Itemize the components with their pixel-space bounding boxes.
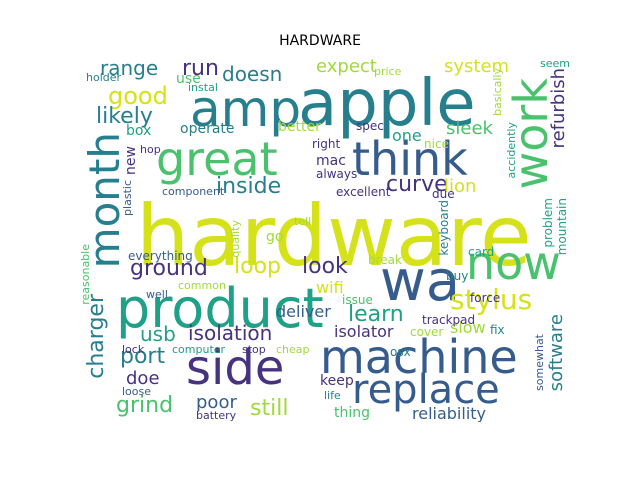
- word-basically: basically: [491, 68, 504, 116]
- word-tell: tell: [294, 215, 312, 228]
- word-force: force: [470, 291, 501, 305]
- word-trackpad: trackpad: [422, 313, 476, 327]
- word-instal: instal: [188, 81, 218, 94]
- word-grind: grind: [116, 393, 174, 418]
- word-curve: curve: [386, 172, 448, 197]
- chart-title: HARDWARE: [279, 33, 361, 49]
- word-break: break: [368, 253, 402, 267]
- word-deliver: deliver: [276, 302, 331, 321]
- word-box: box: [126, 123, 152, 139]
- word-think: think: [352, 132, 468, 186]
- word-component: component: [162, 185, 225, 198]
- word-learn: learn: [348, 302, 404, 327]
- word-good: good: [108, 82, 168, 110]
- word-osx: osx: [390, 345, 411, 359]
- word-stylus: stylus: [450, 283, 533, 316]
- word-ground: ground: [130, 256, 208, 281]
- word-product: product: [116, 277, 324, 340]
- word-loop: loop: [234, 254, 281, 279]
- word-wifi: wifi: [316, 278, 344, 297]
- word-price: price: [374, 65, 402, 78]
- word-expect: expect: [316, 58, 377, 77]
- word-right: right: [312, 137, 341, 151]
- word-side: side: [186, 340, 285, 396]
- word-doesn: doesn: [222, 62, 283, 86]
- word-reasonable: reasonable: [80, 244, 92, 305]
- word-better: better: [278, 119, 321, 135]
- word-holder: holder: [86, 71, 122, 84]
- word-somewhat: somewhat: [533, 334, 546, 391]
- word-operate: operate: [180, 121, 235, 137]
- word-software: software: [546, 314, 567, 392]
- word-issue: issue: [342, 293, 373, 307]
- word-always: always: [316, 167, 358, 181]
- word-buy: buy: [446, 269, 469, 283]
- word-problem: problem: [541, 198, 555, 248]
- word-look: look: [302, 254, 348, 279]
- word-reliability: reliability: [412, 404, 486, 422]
- word-lion: lion: [444, 176, 477, 197]
- word-excellent: excellent: [336, 185, 391, 199]
- word-usb: usb: [140, 322, 176, 346]
- word-keyboard: keyboard: [437, 200, 451, 256]
- word-apple: apple: [298, 67, 476, 141]
- word-cheap: cheap: [276, 343, 310, 356]
- word-isolation: isolation: [188, 321, 273, 345]
- word-seem: seem: [540, 58, 570, 70]
- word-great: great: [156, 132, 278, 186]
- word-one: one: [392, 126, 422, 145]
- word-likely: likely: [96, 104, 153, 129]
- word-well: well: [146, 288, 168, 301]
- word-mountain: mountain: [555, 198, 569, 256]
- word-wa: wa: [380, 249, 461, 314]
- word-cover: cover: [410, 325, 444, 339]
- word-spec: spec: [356, 119, 384, 133]
- word-use: use: [176, 71, 201, 87]
- word-system: system: [444, 58, 510, 77]
- word-hop: hop: [140, 143, 161, 156]
- word-lock: lock: [122, 343, 145, 356]
- word-go: go: [266, 229, 284, 245]
- word-slow: slow: [450, 318, 486, 337]
- word-machine: machine: [320, 330, 518, 384]
- word-inside: inside: [216, 174, 282, 199]
- word-isolator: isolator: [334, 322, 394, 341]
- word-card: card: [468, 245, 495, 259]
- word-poor: poor: [196, 392, 237, 413]
- word-port: port: [120, 344, 166, 369]
- word-nice: nice: [424, 137, 449, 151]
- word-charger: charger: [84, 294, 109, 379]
- word-new: new: [123, 146, 139, 175]
- word-plastic: plastic: [121, 180, 134, 216]
- word-hardware: hardware: [136, 187, 532, 285]
- word-still: still: [250, 396, 289, 421]
- word-fix: fix: [490, 323, 505, 337]
- word-everything: everything: [128, 249, 193, 263]
- word-quality: quality: [229, 220, 242, 258]
- word-computer: computer: [172, 343, 226, 356]
- word-common: common: [178, 279, 226, 292]
- word-loose: loose: [122, 385, 152, 398]
- word-run: run: [182, 58, 219, 81]
- word-life: life: [324, 389, 341, 402]
- word-doe: doe: [126, 368, 160, 389]
- word-replace: replace: [352, 367, 500, 413]
- word-accidently: accidently: [505, 122, 518, 179]
- word-amp: amp: [190, 80, 302, 138]
- word-range: range: [100, 58, 159, 80]
- word-mac: mac: [316, 153, 346, 169]
- word-keep: keep: [320, 373, 354, 389]
- word-stop: stop: [242, 343, 266, 356]
- word-thing: thing: [334, 405, 371, 421]
- word-now: now: [466, 236, 561, 290]
- word-due: due: [432, 187, 455, 201]
- word-refurbish: refurbish: [548, 68, 569, 149]
- word-cloud: hardware apple amp wa product machine side repl…: [80, 58, 576, 422]
- word-sleek: sleek: [446, 118, 493, 139]
- word-battery: battery: [196, 409, 237, 422]
